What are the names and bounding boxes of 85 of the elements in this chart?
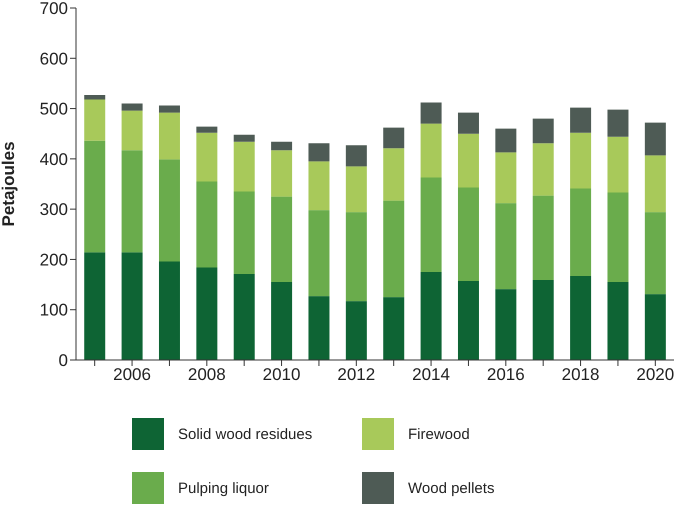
bar [84,100,106,141]
bar [570,188,592,276]
bar [308,161,330,210]
bar [122,104,143,111]
bar [346,145,367,166]
bar [234,192,255,274]
bar [196,181,218,268]
bar [607,282,628,360]
x-tick-label: 2010 [262,365,300,384]
x-tick-label: 2006 [113,365,151,384]
bar [607,192,628,282]
y-tick-label: 600 [40,49,68,68]
legend-label: Pulping liquor [178,480,269,496]
bar [495,203,516,290]
y-tick-label: 300 [40,200,68,220]
bar [532,118,554,144]
bar [271,150,292,197]
bar [458,281,479,360]
bar [532,280,554,360]
bar [458,134,479,188]
bar [84,140,106,252]
bar [383,297,404,360]
bar [383,148,404,201]
bar [84,94,106,100]
bar [234,274,255,360]
bar [308,210,330,296]
bar [383,128,404,148]
bar [495,128,516,152]
bar [196,267,218,360]
bar [420,124,442,178]
bar [495,152,516,204]
bar [420,272,442,360]
bar [532,196,554,280]
x-tick-label: 2020 [636,365,674,384]
bar [495,289,516,360]
bar [271,196,292,282]
bar [458,188,479,282]
bar [158,112,180,160]
bar [644,122,666,156]
bar [196,132,218,182]
bar [158,106,180,113]
bar [346,166,367,212]
bar [383,200,404,298]
legend-label: Solid wood residues [178,426,312,442]
bar [308,143,330,162]
y-tick-label: 500 [40,100,68,119]
x-tick-label: 2018 [562,365,600,384]
bar [122,110,143,150]
x-tick-label: 2016 [486,365,525,384]
bar [420,177,442,272]
bar [234,142,255,192]
bar [644,294,666,360]
bar [607,110,628,137]
y-tick-label: 200 [40,250,68,270]
bar [346,301,367,360]
bar [644,155,666,212]
y-axis-title: Petajoules [0,141,18,227]
legend-label: Wood pellets [408,480,494,496]
bar [271,282,292,360]
y-tick-label: 100 [40,300,68,320]
bar [644,212,666,294]
bar [607,136,628,193]
y-tick-label: 400 [40,150,68,169]
bar [420,102,442,124]
bar [158,261,180,360]
bar [122,150,143,252]
x-tick-label: 2014 [412,365,450,384]
bar [532,143,554,196]
y-tick-label: 0 [58,351,68,370]
bar [122,252,143,360]
bar [458,112,479,134]
bar [84,252,106,360]
bar [570,276,592,360]
x-tick-label: 2008 [188,365,226,384]
bar [346,212,367,302]
bar [271,142,292,150]
bar [570,108,592,133]
y-tick-label: 700 [40,0,68,18]
legend-label: Firewood [408,426,470,442]
bar [308,296,330,360]
x-tick-label: 2012 [337,365,376,384]
bar [158,159,180,262]
bar [234,134,255,142]
bar [196,126,218,133]
bar [570,132,592,189]
